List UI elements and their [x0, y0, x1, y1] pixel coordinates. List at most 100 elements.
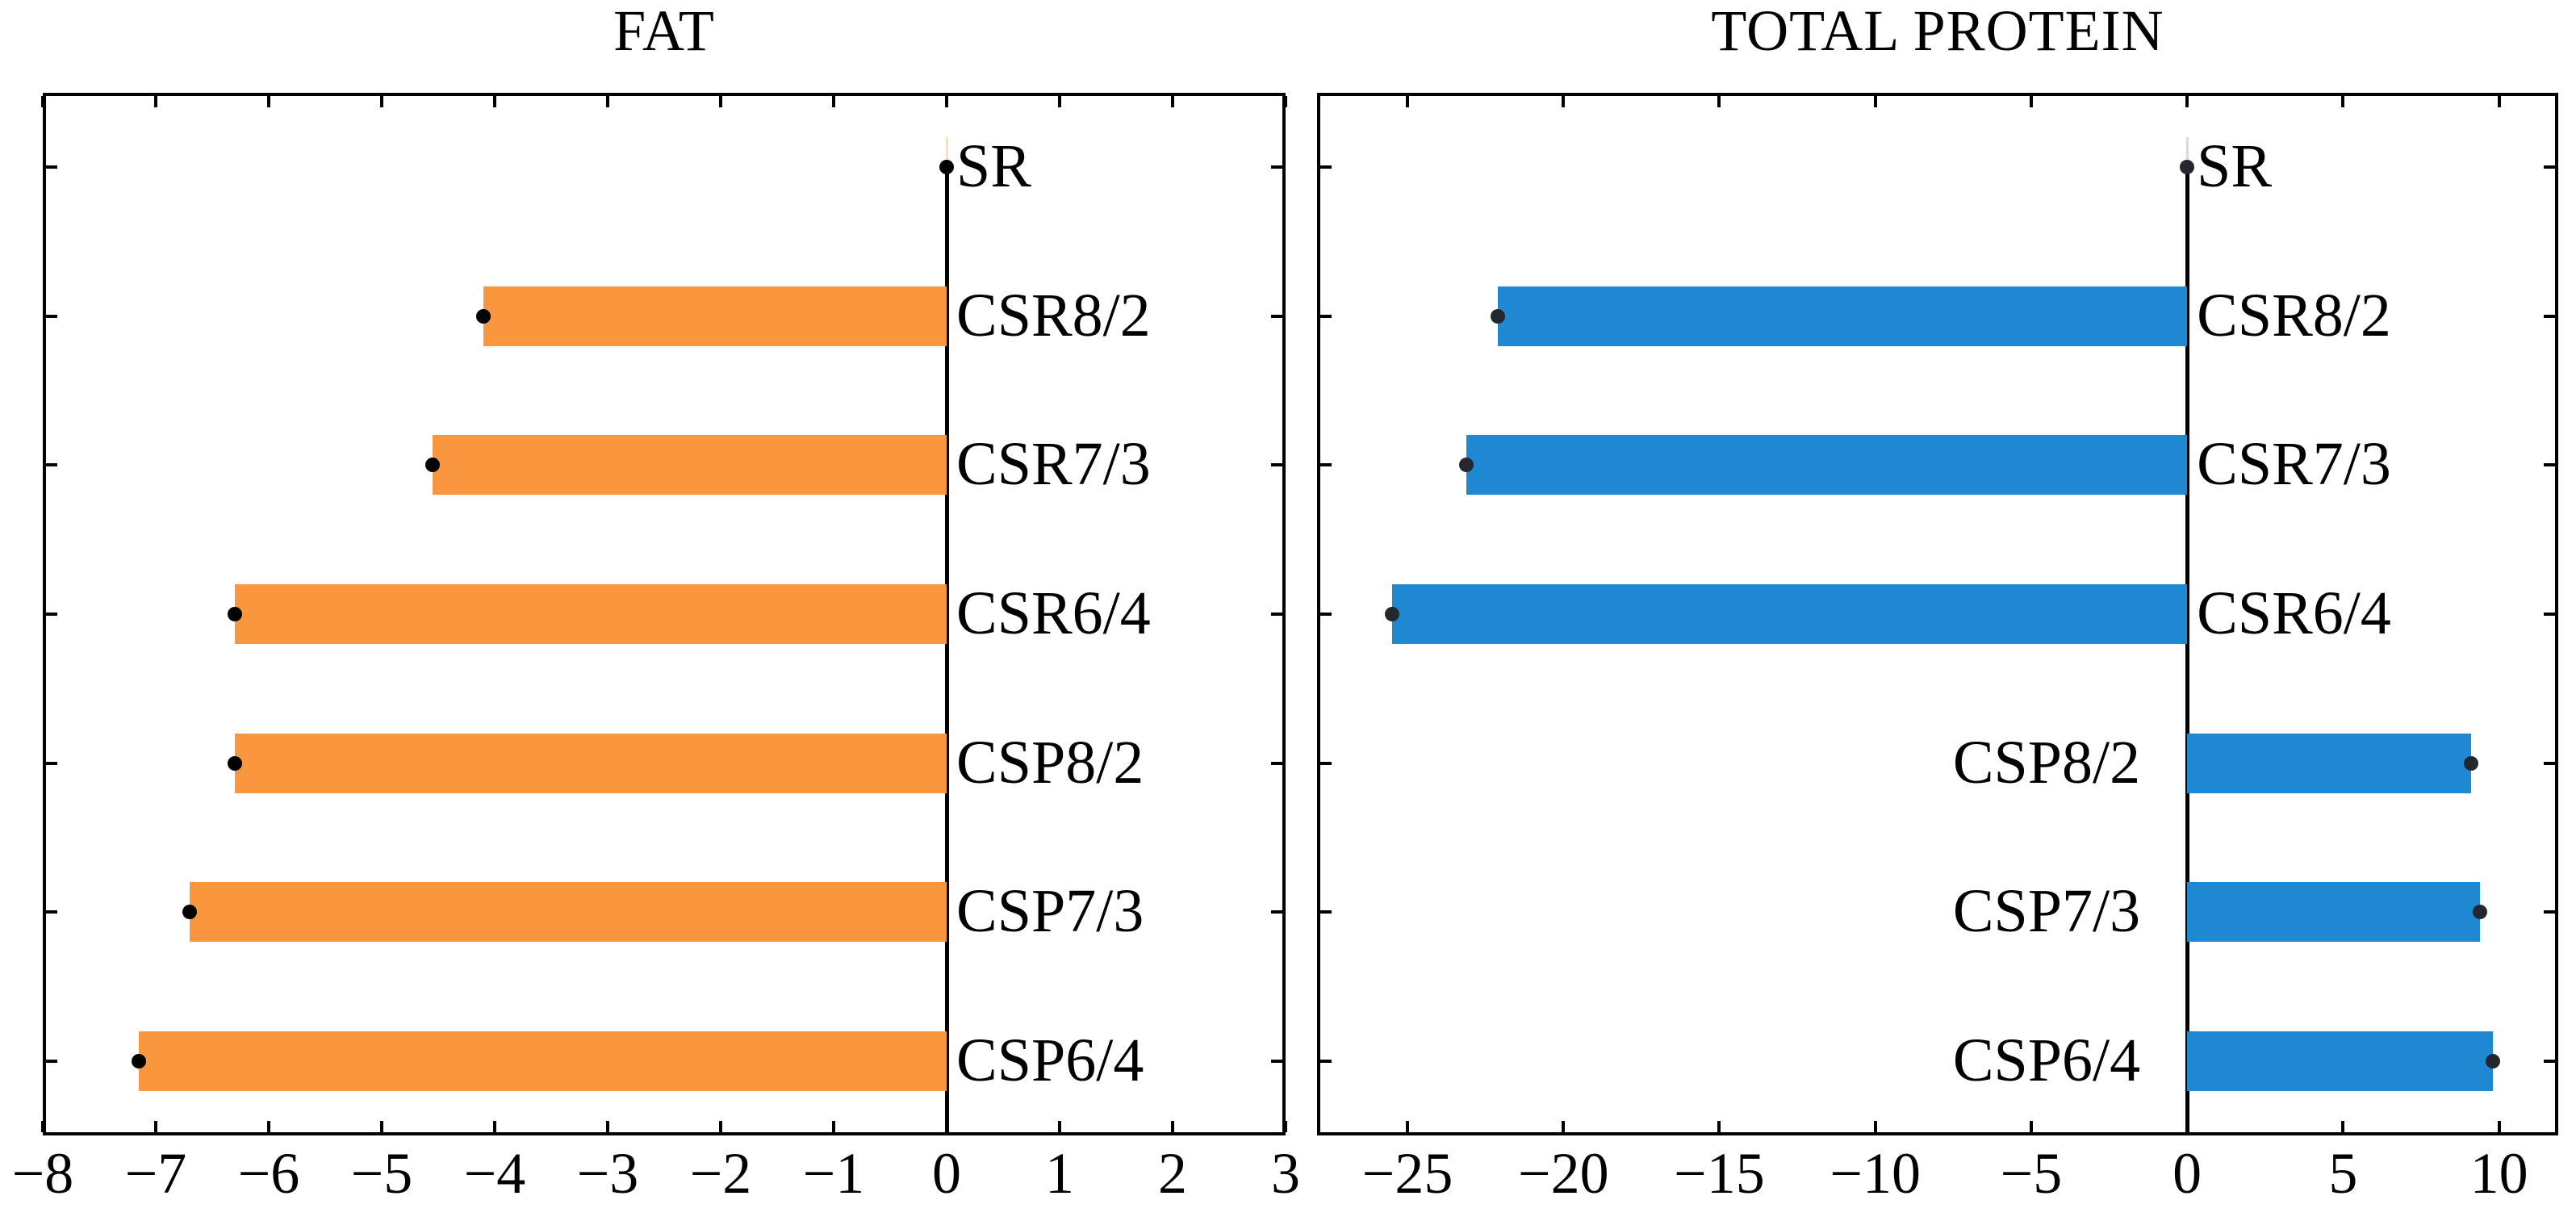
x-axis-top-tick: [267, 96, 270, 107]
fat-chart-title: FAT: [613, 0, 715, 63]
y-axis-right-tick: [2544, 314, 2555, 318]
x-tick-label: −4: [463, 1141, 526, 1206]
bar-CSP6/4: [2187, 1031, 2493, 1091]
y-axis-right-tick: [2544, 761, 2555, 765]
category-label-SR: SR: [956, 132, 1031, 201]
sr-whisker: [2185, 137, 2189, 168]
x-tick-label: 0: [2172, 1141, 2202, 1206]
bar-CSR7/3: [433, 435, 947, 496]
y-axis-tick: [1320, 463, 1332, 467]
x-tick-label: −1: [802, 1141, 865, 1206]
x-axis-tick: [41, 1121, 44, 1132]
x-axis-tick: [2497, 1121, 2501, 1132]
marker-dot-CSP7/3: [182, 905, 197, 920]
category-label-CSR7/3: CSR7/3: [2197, 430, 2391, 499]
y-axis-tick: [1320, 613, 1332, 616]
x-axis-tick: [1284, 1121, 1287, 1132]
category-label-CSP7/3: CSP7/3: [1952, 877, 2141, 946]
marker-dot-CSR8/2: [476, 308, 491, 324]
y-axis-right-tick: [1271, 314, 1282, 318]
y-axis-right-tick: [1271, 165, 1282, 169]
x-axis-tick: [1717, 1121, 1721, 1132]
x-axis-top-tick: [1562, 96, 1566, 107]
marker-dot-CSR6/4: [1384, 607, 1399, 621]
bar-CSP6/4: [139, 1031, 947, 1091]
total-protein-chart: SR CSR8/2 CSR7/3 CSR6/4 CSP8/2 CSP7/3 CSP6/4 −2…: [1317, 93, 2558, 1202]
bar-CSR6/4: [1391, 584, 2188, 644]
x-axis-tick: [2341, 1121, 2345, 1132]
x-axis-top-tick: [1873, 96, 1877, 107]
y-axis-right-tick: [1271, 910, 1282, 914]
y-axis-tick: [46, 910, 57, 914]
bar-CSP8/2: [2187, 733, 2471, 793]
x-axis-top-tick: [719, 96, 722, 107]
y-axis-right-tick: [2544, 1059, 2555, 1063]
x-axis-top-tick: [1171, 96, 1174, 107]
marker-dot-CSP7/3: [2473, 905, 2488, 920]
x-tick-label: −2: [689, 1141, 752, 1206]
category-label-CSR7/3: CSR7/3: [956, 430, 1151, 499]
x-axis-tick: [380, 1121, 383, 1132]
x-tick-label: 3: [1271, 1141, 1300, 1206]
y-axis-right-tick: [2544, 463, 2555, 467]
y-axis-tick: [1320, 1059, 1332, 1063]
zero-line: [944, 167, 949, 1132]
y-axis-right-tick: [2544, 165, 2555, 169]
category-label-CSR6/4: CSR6/4: [2197, 579, 2391, 647]
bar-CSR8/2: [483, 286, 947, 346]
x-axis-tick: [719, 1121, 722, 1132]
x-tick-label: 5: [2328, 1141, 2358, 1206]
y-axis-tick: [1320, 910, 1332, 914]
y-axis-tick: [1320, 314, 1332, 318]
x-tick-label: −7: [124, 1141, 187, 1206]
x-axis-tick: [945, 1121, 948, 1132]
x-tick-label: −8: [11, 1141, 74, 1206]
x-axis-tick: [832, 1121, 835, 1132]
x-axis-top-tick: [832, 96, 835, 107]
x-axis-tick: [2029, 1121, 2033, 1132]
x-tick-label: −20: [1517, 1141, 1609, 1206]
x-axis-tick: [493, 1121, 496, 1132]
marker-dot-CSP6/4: [132, 1053, 146, 1068]
x-axis-top-tick: [2185, 96, 2189, 107]
marker-dot-SR: [939, 160, 954, 175]
x-axis-top-tick: [945, 96, 948, 107]
x-axis-top-tick: [380, 96, 383, 107]
x-axis-top-tick: [2029, 96, 2033, 107]
x-tick-label: −6: [237, 1141, 300, 1206]
bar-CSR8/2: [1498, 286, 2188, 346]
x-axis-tick: [1406, 1121, 1410, 1132]
x-tick-label: 1: [1045, 1141, 1074, 1206]
bar-CSP7/3: [190, 882, 947, 943]
marker-dot-CSR7/3: [1459, 458, 1474, 473]
x-axis-top-tick: [1058, 96, 1061, 107]
x-axis-top-tick: [2341, 96, 2345, 107]
total-protein-plot-area: [1317, 93, 2558, 1135]
x-axis-tick: [154, 1121, 157, 1132]
fat-chart: SR CSR8/2 CSR7/3 CSR6/4 CSP8/2 CSP7/3 CSP6/4 −8…: [12, 93, 1300, 1202]
x-axis-top-tick: [41, 96, 44, 107]
x-tick-label: −25: [1361, 1141, 1453, 1206]
x-axis-top-tick: [493, 96, 496, 107]
bar-CSP8/2: [235, 733, 947, 793]
y-axis-tick: [46, 613, 57, 616]
x-axis-tick: [2185, 1121, 2189, 1132]
y-axis-right-tick: [1271, 1059, 1282, 1063]
marker-dot-CSP8/2: [2463, 755, 2478, 771]
x-axis-tick: [1171, 1121, 1174, 1132]
category-label-CSR8/2: CSR8/2: [956, 281, 1151, 349]
bar-CSP7/3: [2187, 882, 2481, 943]
x-axis-top-tick: [1406, 96, 1410, 107]
x-tick-label: −10: [1830, 1141, 1922, 1206]
total-protein-chart-title: TOTAL PROTEIN: [1711, 0, 2164, 63]
marker-dot-SR: [2180, 160, 2195, 175]
y-axis-tick: [46, 1059, 57, 1063]
x-axis-tick: [267, 1121, 270, 1132]
x-axis-top-tick: [606, 96, 609, 107]
sr-whisker: [945, 137, 948, 168]
category-label-CSP8/2: CSP8/2: [1952, 728, 2141, 797]
y-axis-right-tick: [2544, 910, 2555, 914]
x-axis-tick: [1058, 1121, 1061, 1132]
y-axis-tick: [46, 463, 57, 467]
x-tick-label: 0: [932, 1141, 961, 1206]
